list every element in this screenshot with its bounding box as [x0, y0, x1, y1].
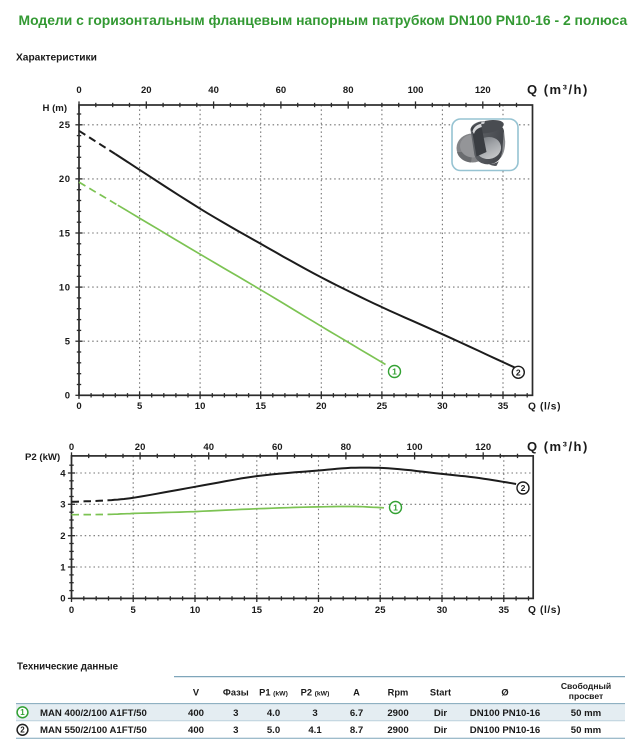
svg-text:Q (m³/h): Q (m³/h) [527, 82, 589, 97]
svg-text:1: 1 [60, 562, 66, 573]
svg-text:MAN 550/2/100 A1FT/50: MAN 550/2/100 A1FT/50 [40, 725, 147, 736]
svg-text:20: 20 [135, 442, 146, 453]
svg-text:80: 80 [343, 85, 354, 96]
svg-text:400: 400 [188, 725, 204, 736]
svg-text:2900: 2900 [387, 725, 408, 736]
svg-text:Rpm: Rpm [388, 688, 409, 698]
svg-text:1: 1 [393, 503, 398, 513]
svg-text:20: 20 [59, 174, 71, 185]
svg-text:50 mm: 50 mm [571, 725, 601, 736]
svg-text:0: 0 [65, 391, 71, 402]
svg-text:20: 20 [316, 401, 327, 412]
svg-text:3: 3 [312, 708, 317, 719]
svg-text:2: 2 [20, 726, 25, 735]
svg-text:MAN 400/2/100 A1FT/50: MAN 400/2/100 A1FT/50 [40, 708, 147, 719]
svg-text:2900: 2900 [387, 708, 408, 719]
svg-text:Свободный: Свободный [561, 681, 611, 691]
svg-text:15: 15 [59, 228, 71, 239]
svg-text:просвет: просвет [569, 691, 603, 701]
svg-text:30: 30 [437, 605, 448, 616]
svg-text:6.7: 6.7 [350, 708, 363, 719]
svg-text:4: 4 [60, 468, 66, 479]
svg-text:20: 20 [141, 85, 152, 96]
svg-text:10: 10 [195, 401, 206, 412]
svg-text:2: 2 [516, 367, 521, 377]
svg-text:3: 3 [233, 725, 238, 736]
svg-text:0: 0 [69, 442, 74, 453]
svg-text:1: 1 [20, 708, 25, 717]
svg-text:15: 15 [255, 401, 266, 412]
svg-text:0: 0 [76, 401, 81, 412]
svg-text:Q (l/s): Q (l/s) [528, 605, 561, 616]
svg-text:Dir: Dir [434, 725, 448, 736]
svg-text:2: 2 [60, 531, 65, 542]
svg-text:60: 60 [272, 442, 283, 453]
svg-text:Start: Start [430, 688, 451, 698]
svg-text:DN100 PN10-16: DN100 PN10-16 [470, 725, 540, 736]
svg-text:Dir: Dir [434, 708, 448, 719]
svg-text:Ø: Ø [501, 688, 508, 698]
svg-text:120: 120 [475, 85, 491, 96]
svg-text:5: 5 [137, 401, 143, 412]
svg-text:5: 5 [65, 337, 71, 348]
svg-text:H (m): H (m) [43, 103, 68, 114]
svg-text:4.1: 4.1 [308, 725, 322, 736]
svg-text:35: 35 [498, 401, 509, 412]
svg-text:60: 60 [276, 85, 287, 96]
svg-text:20: 20 [313, 605, 324, 616]
svg-text:DN100 PN10-16: DN100 PN10-16 [470, 708, 540, 719]
svg-text:1: 1 [392, 367, 397, 377]
svg-text:15: 15 [252, 605, 263, 616]
svg-text:120: 120 [475, 442, 491, 453]
svg-text:0: 0 [76, 85, 81, 96]
svg-text:5: 5 [131, 605, 137, 616]
svg-text:A: A [353, 688, 360, 698]
svg-text:40: 40 [208, 85, 219, 96]
svg-text:25: 25 [375, 605, 386, 616]
svg-text:0: 0 [69, 605, 74, 616]
svg-text:25: 25 [59, 120, 71, 131]
svg-text:2: 2 [521, 483, 526, 493]
svg-text:3: 3 [60, 500, 65, 511]
svg-text:P2 (kW): P2 (kW) [25, 452, 60, 463]
svg-text:30: 30 [437, 401, 448, 412]
svg-text:400: 400 [188, 708, 204, 719]
svg-text:100: 100 [408, 85, 424, 96]
svg-text:P1 (kW): P1 (kW) [259, 688, 288, 698]
svg-text:Q (l/s): Q (l/s) [528, 402, 561, 413]
svg-text:40: 40 [203, 442, 214, 453]
svg-text:5.0: 5.0 [267, 725, 280, 736]
svg-text:0: 0 [60, 594, 65, 605]
svg-text:50 mm: 50 mm [571, 708, 601, 719]
svg-text:Характеристики: Характеристики [16, 53, 97, 64]
svg-text:3: 3 [233, 708, 238, 719]
svg-text:8.7: 8.7 [350, 725, 363, 736]
svg-text:25: 25 [377, 401, 388, 412]
svg-text:100: 100 [407, 442, 423, 453]
svg-text:P2 (kW): P2 (kW) [301, 688, 330, 698]
svg-text:4.0: 4.0 [267, 708, 280, 719]
svg-text:Модели с горизонтальным фланце: Модели с горизонтальным фланцевым напорн… [19, 12, 628, 28]
svg-text:Фазы: Фазы [223, 688, 249, 698]
svg-text:Технические данные: Технические данные [17, 662, 119, 673]
svg-text:10: 10 [59, 282, 71, 293]
svg-text:10: 10 [190, 605, 201, 616]
svg-text:80: 80 [341, 442, 352, 453]
svg-text:Q (m³/h): Q (m³/h) [527, 439, 589, 454]
svg-text:V: V [193, 688, 200, 698]
svg-text:35: 35 [499, 605, 510, 616]
